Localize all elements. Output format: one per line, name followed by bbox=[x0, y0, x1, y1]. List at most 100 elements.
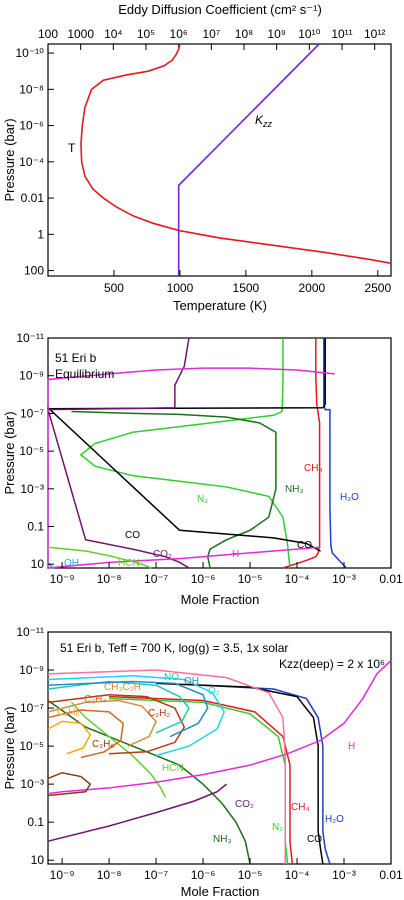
series-hcn-line bbox=[70, 701, 167, 798]
y-tick-label: 1 bbox=[37, 227, 44, 241]
series-label-oh: OH bbox=[64, 558, 79, 569]
x-tick-label: 10⁻⁴ bbox=[285, 572, 310, 586]
x-tick-label: 10⁻³ bbox=[332, 572, 356, 586]
series-label-n2: N₂ bbox=[197, 494, 208, 505]
annotation-planet: 51 Eri b bbox=[55, 351, 97, 365]
y-tick-label: 0.1 bbox=[27, 520, 44, 534]
y-tick-label: 10⁻⁷ bbox=[20, 406, 44, 420]
x-tick-label: 500 bbox=[104, 281, 124, 295]
series-c2h2-line bbox=[47, 694, 186, 755]
y-tick-label: 10⁻⁸ bbox=[19, 82, 44, 96]
panel-temperature-kzz: Eddy Diffusion Coefficient (cm² s⁻¹) 100… bbox=[2, 2, 392, 313]
plot-frame bbox=[47, 43, 392, 277]
y-tick-label: 0.1 bbox=[27, 815, 44, 829]
x-axis-label: Temperature (K) bbox=[173, 298, 267, 313]
x-tick-label: 10⁻⁸ bbox=[97, 868, 122, 882]
y-axis-label: Pressure (bar) bbox=[2, 118, 17, 201]
series-ar-line bbox=[47, 669, 287, 864]
series-label-c6h6: C₆H₆ bbox=[57, 707, 80, 718]
series-o2-line bbox=[47, 674, 226, 757]
y-tick-label: 10⁻¹¹ bbox=[16, 625, 44, 639]
series-t-line bbox=[80, 43, 392, 265]
series-label-h: H bbox=[232, 549, 239, 560]
series-label-n2: N₂ bbox=[272, 822, 283, 833]
series-h-line bbox=[47, 659, 392, 795]
series-label-ch3c2h: CH₃C₂H bbox=[104, 682, 141, 693]
series-c6h6-line bbox=[47, 720, 92, 755]
x2-tick-label: 10⁵ bbox=[137, 27, 155, 41]
series-kzz-line bbox=[177, 43, 320, 276]
series-co2-line bbox=[47, 783, 228, 842]
series-label-oh: OH bbox=[184, 676, 199, 687]
series-label-ch4: CH₄ bbox=[291, 802, 310, 813]
series-label-c2h2: C₂H₂ bbox=[148, 708, 170, 719]
y-tick-label: 10⁻¹⁰ bbox=[16, 46, 45, 60]
series-label-ch4: CH₄ bbox=[304, 463, 323, 474]
y-tick-label: 10⁻³ bbox=[20, 777, 44, 791]
series-label-h2o: H₂O bbox=[340, 492, 359, 503]
series-label-hcn: HCN bbox=[162, 763, 184, 774]
annotation-parameters: 51 Eri b, Teff = 700 K, log(g) = 3.5, 1x… bbox=[60, 641, 288, 655]
series-label-h: H bbox=[348, 741, 355, 752]
y-tick-label: 10⁻⁹ bbox=[19, 369, 44, 383]
y-axis-label: Pressure (bar) bbox=[2, 411, 17, 494]
series-label-co: CO bbox=[307, 834, 322, 845]
series-label-co: CO bbox=[297, 540, 312, 551]
x2-tick-label: 10¹⁰ bbox=[298, 27, 320, 41]
temperature-label: T bbox=[68, 141, 76, 155]
series-ch3c2h-line bbox=[47, 699, 157, 747]
x-tick-label: 10⁻⁹ bbox=[50, 572, 75, 586]
y-tick-label: 10⁻⁶ bbox=[19, 119, 44, 133]
y-axis-label: Pressure (bar) bbox=[2, 706, 17, 789]
series-c2h4-line bbox=[47, 709, 124, 759]
series-label-co2: CO₂ bbox=[153, 549, 172, 560]
x2-axis-label: Eddy Diffusion Coefficient (cm² s⁻¹) bbox=[118, 2, 322, 17]
plot-frame bbox=[47, 631, 392, 865]
x-tick-label: 10⁻⁸ bbox=[97, 572, 122, 586]
x2-tick-label: 10⁸ bbox=[235, 27, 253, 41]
y-tick-label: 10⁻⁵ bbox=[19, 444, 44, 458]
x-tick-label: 2500 bbox=[364, 281, 391, 295]
panel-equilibrium: 10⁻⁹ 10⁻⁸ 10⁻⁷ 10⁻⁶ 10⁻⁵ 10⁻⁴ 10⁻³ 0.01 10⁻¹¹ 10… bbox=[2, 331, 403, 607]
series-oh-line bbox=[47, 680, 209, 738]
y-tick-label: 10⁻⁷ bbox=[20, 701, 44, 715]
x-tick-label: 10⁻⁴ bbox=[285, 868, 310, 882]
x-tick-label: 10⁻⁵ bbox=[238, 868, 263, 882]
y-tick-label: 100 bbox=[24, 264, 44, 278]
x2-tick-label: 10⁴ bbox=[104, 27, 123, 41]
panel-disequilibrium: 10⁻⁹ 10⁻⁸ 10⁻⁷ 10⁻⁶ 10⁻⁵ 10⁻⁴ 10⁻³ 0.01 10⁻¹¹ 10… bbox=[2, 625, 403, 899]
x-tick-label: 10⁻⁶ bbox=[191, 572, 216, 586]
x-axis-label: Mole Fraction bbox=[181, 884, 260, 899]
series-label-co: CO bbox=[125, 530, 140, 541]
x2-tick-label: 10⁷ bbox=[202, 27, 220, 41]
series-label-c2h4: C₂H₄ bbox=[84, 694, 106, 705]
x-tick-label: 10⁻⁷ bbox=[144, 868, 168, 882]
series-label-hcn: HCN bbox=[118, 558, 140, 569]
series-label-co2: CO₂ bbox=[235, 799, 254, 810]
x-tick-label: 10⁻⁶ bbox=[191, 868, 216, 882]
series-label-nh3: NH₃ bbox=[285, 484, 304, 495]
series-nh3-line bbox=[71, 410, 277, 569]
series-label-o2: O₂ bbox=[208, 686, 220, 697]
x2-tick-label: 10¹¹ bbox=[331, 27, 352, 41]
series-no-line bbox=[47, 680, 190, 734]
series-label-nh3: NH₃ bbox=[213, 834, 232, 845]
annotation-kzz: Kzz(deep) = 2 x 10⁶ bbox=[279, 657, 385, 671]
x-tick-label: 10⁻⁷ bbox=[144, 572, 168, 586]
y-tick-label: 10⁻³ bbox=[20, 482, 44, 496]
series-n2-line bbox=[79, 338, 291, 569]
x2-tick-label: 1000 bbox=[67, 27, 94, 41]
x-tick-label: 10⁻³ bbox=[332, 868, 356, 882]
y-tick-label: 10 bbox=[31, 853, 45, 867]
y-tick-label: 10 bbox=[31, 557, 45, 571]
x-tick-label: 1500 bbox=[233, 281, 260, 295]
series-label-h2o: H₂O bbox=[325, 814, 344, 825]
y-tick-label: 10⁻⁹ bbox=[19, 663, 44, 677]
series-oh-line bbox=[47, 561, 54, 569]
series-label-no: NO bbox=[164, 672, 179, 683]
x2-tick-label: 10⁶ bbox=[170, 27, 188, 41]
x-tick-label: 10⁻⁵ bbox=[238, 572, 263, 586]
y-tick-label: 10⁻⁵ bbox=[19, 739, 44, 753]
kzz-label: Kzz bbox=[255, 113, 273, 129]
